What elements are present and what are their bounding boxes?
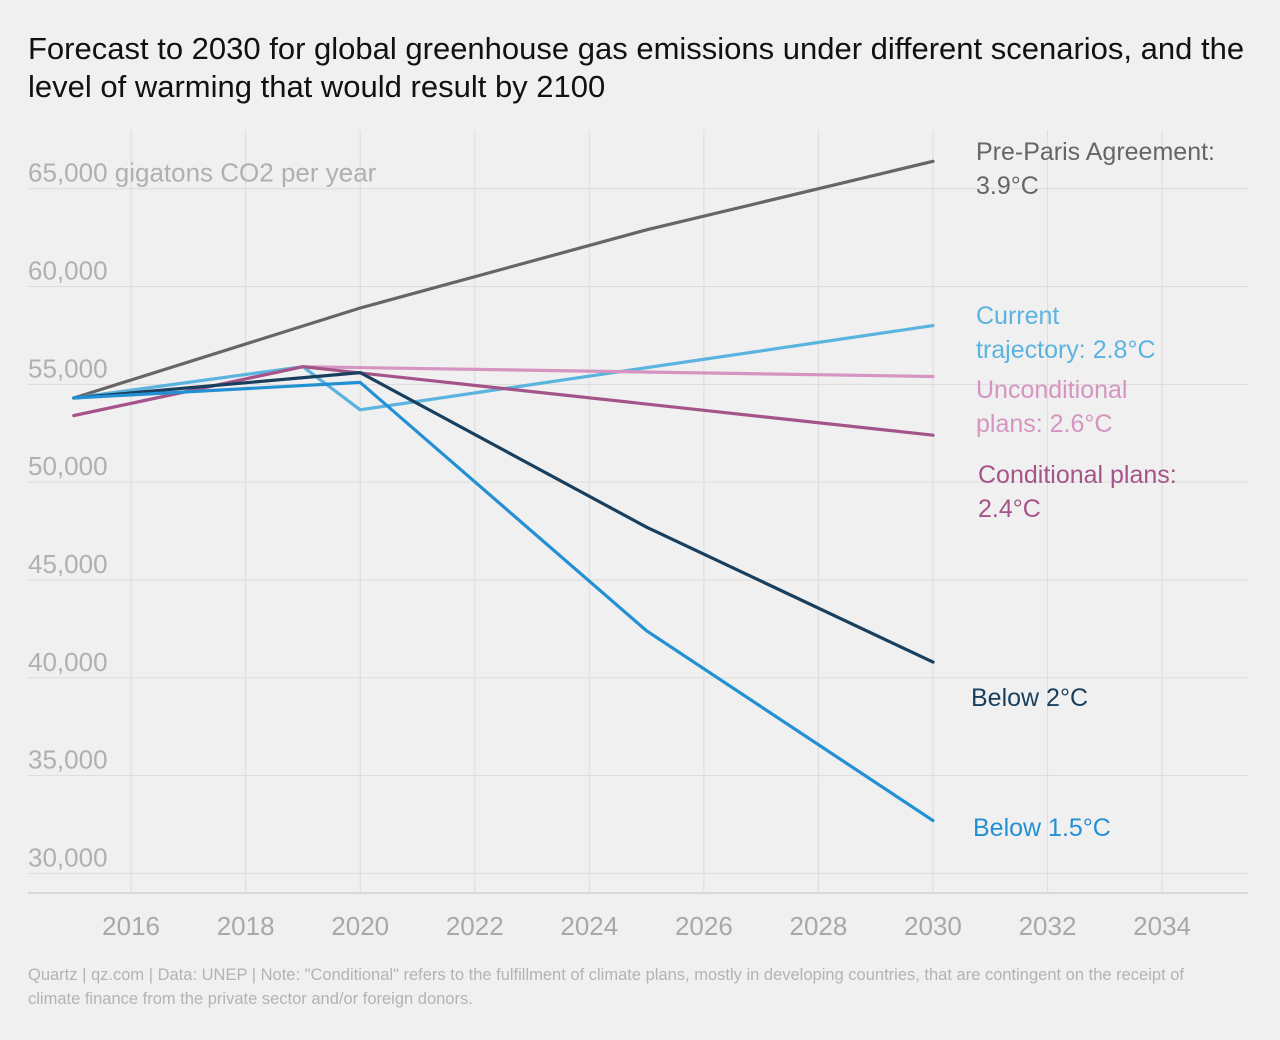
- series-label: Pre-Paris Agreement: 3.9°C: [976, 138, 1215, 200]
- x-tick-label: 2026: [675, 911, 733, 941]
- y-tick-label: 60,000: [28, 256, 108, 286]
- series-labels: Pre-Paris Agreement: 3.9°C Current trajecto…: [971, 138, 1215, 842]
- series-lines: [72, 159, 935, 823]
- y-tick-label: 50,000: [28, 451, 108, 481]
- x-tick-label: 2030: [904, 911, 962, 941]
- x-tick-label: 2032: [1019, 911, 1077, 941]
- y-tick-label: 30,000: [28, 842, 108, 872]
- series-label: Below 2°C: [971, 684, 1088, 712]
- series-line: [72, 324, 935, 412]
- x-tick-label: 2020: [331, 911, 389, 941]
- series-label: Below 1.5°C: [973, 814, 1111, 842]
- y-tick-label: 40,000: [28, 647, 108, 677]
- series-line: [72, 371, 935, 664]
- x-tick-label: 2016: [102, 911, 160, 941]
- chart-title: Forecast to 2030 for global greenhouse g…: [28, 31, 1245, 104]
- y-tick-label: 45,000: [28, 549, 108, 579]
- x-tick-label: 2034: [1133, 911, 1191, 941]
- y-tick-label: 35,000: [28, 745, 108, 775]
- series-label: Unconditional plans: 2.6°C: [976, 376, 1128, 438]
- footer-note: Quartz | qz.com | Data: UNEP | Note: "Co…: [28, 966, 1185, 1008]
- series-line: [72, 380, 935, 823]
- series-line: [72, 365, 935, 437]
- series-label: Current trajectory: 2.8°C: [976, 302, 1156, 364]
- x-axis: 2016 2018 2020 2022 2024 2026 2028 2030 2032 2034: [102, 911, 1191, 941]
- x-tick-label: 2028: [790, 911, 848, 941]
- grid: [28, 130, 1248, 894]
- series-label: Conditional plans: 2.4°C: [978, 461, 1177, 523]
- series-line: [72, 159, 935, 400]
- y-axis: 30,000 35,000 40,000 45,000 50,000 55,000 60,0…: [28, 158, 377, 873]
- x-tick-label: 2024: [560, 911, 618, 941]
- y-tick-label: 65,000 gigatons CO2 per year: [28, 158, 377, 188]
- x-tick-label: 2018: [217, 911, 275, 941]
- y-tick-label: 55,000: [28, 353, 108, 383]
- x-tick-label: 2022: [446, 911, 504, 941]
